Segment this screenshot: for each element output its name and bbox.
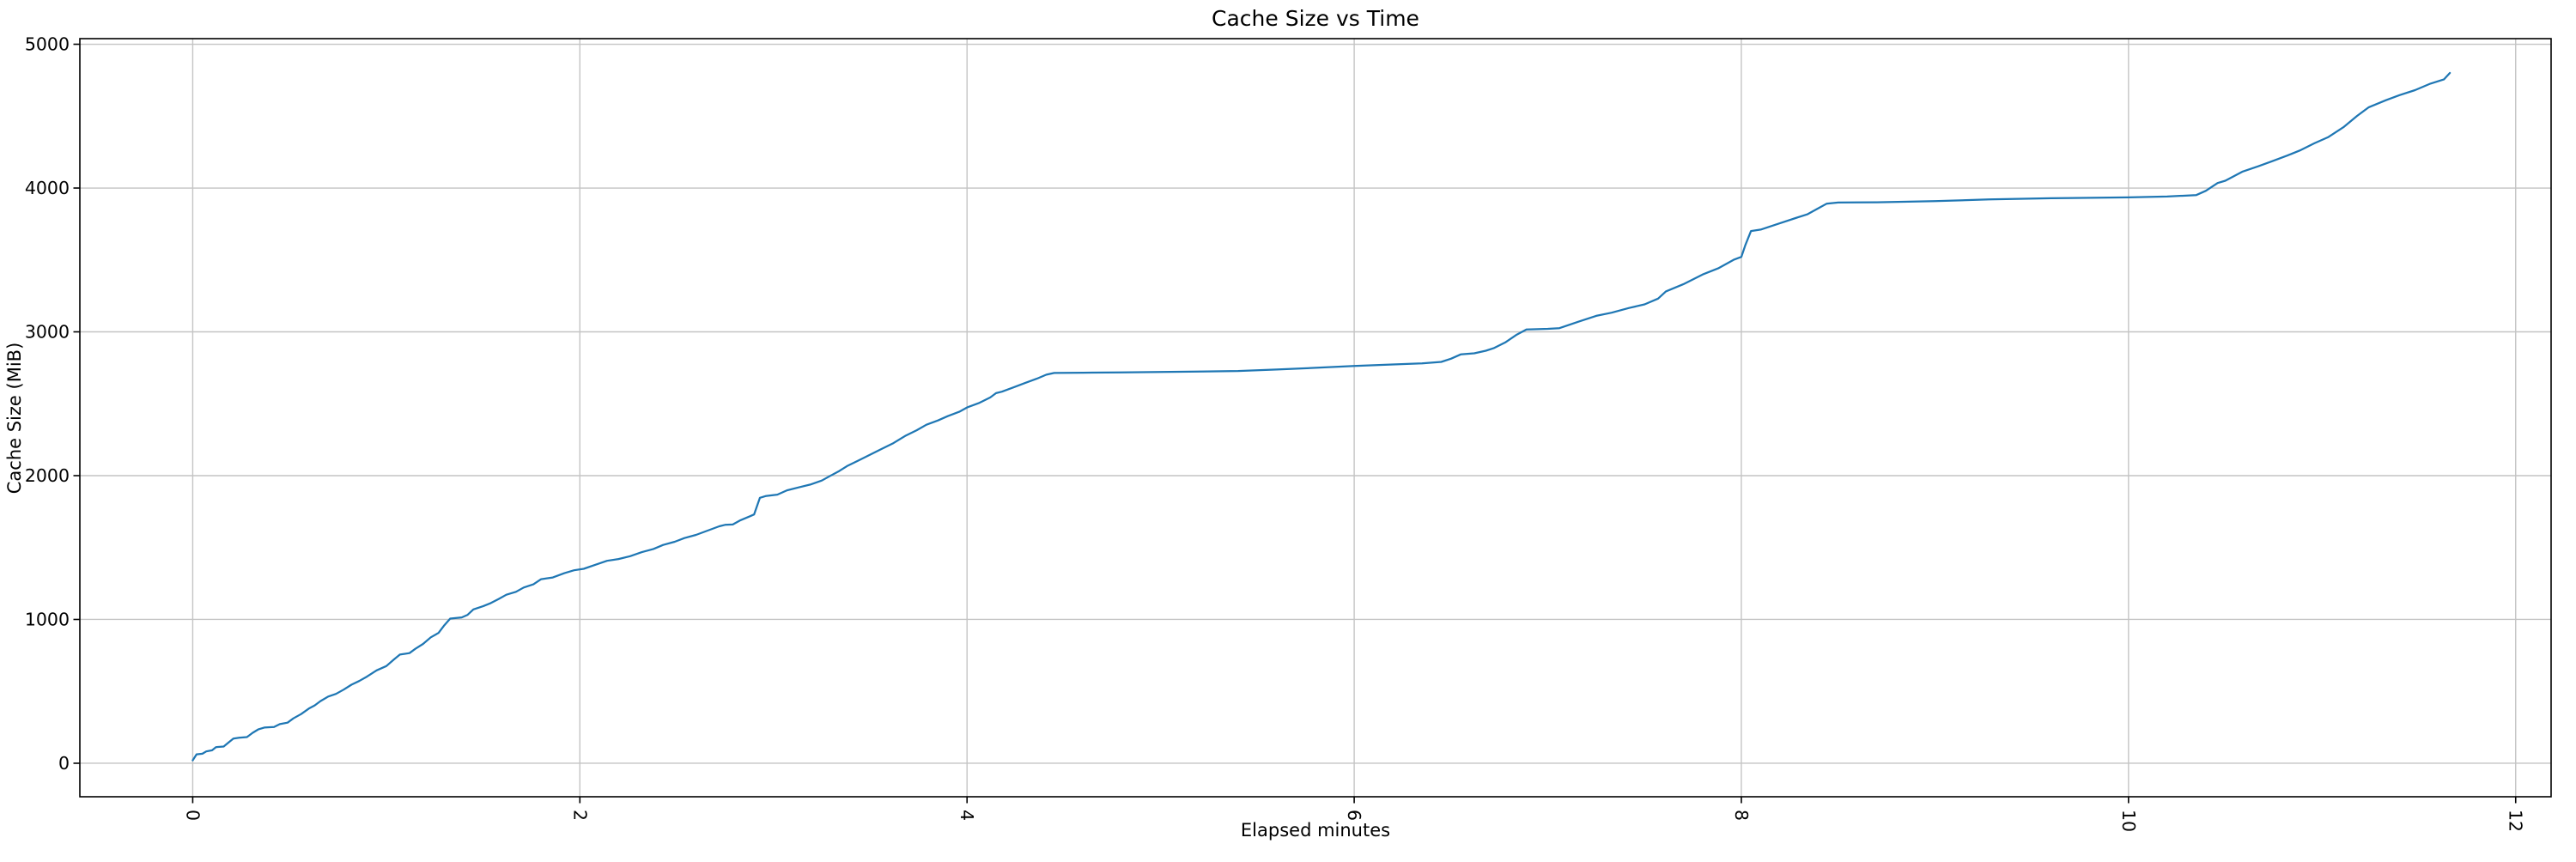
x-tick-label: 10: [2118, 810, 2139, 832]
x-tick-label: 12: [2506, 810, 2526, 832]
x-tick-label: 4: [957, 810, 977, 821]
series-layer: [191, 71, 2451, 762]
tick-marks: [73, 43, 2517, 804]
x-tick-labels: 0 2 4 6 8 10 12: [182, 810, 2525, 832]
y-tick-label: 5000: [25, 34, 70, 55]
cache-size-line: [191, 71, 2451, 762]
plot-border: [79, 38, 2552, 798]
x-tick-label: 2: [569, 810, 590, 821]
x-axis-label: Elapsed minutes: [1241, 820, 1390, 841]
x-tick-label: 8: [1731, 810, 1752, 821]
chart-title: Cache Size vs Time: [1212, 6, 1419, 31]
y-tick-label: 2000: [25, 465, 70, 486]
y-tick-labels: 0 1000 2000 3000 4000 5000: [25, 34, 70, 774]
x-tick-label: 0: [182, 810, 203, 821]
y-tick-label: 3000: [25, 322, 70, 343]
y-tick-label: 0: [58, 753, 70, 774]
y-tick-label: 4000: [25, 178, 70, 198]
y-axis-label: Cache Size (MiB): [4, 343, 25, 495]
y-tick-label: 1000: [25, 609, 70, 629]
gridlines: [80, 39, 2551, 797]
x-tick-label: 6: [1344, 810, 1364, 821]
